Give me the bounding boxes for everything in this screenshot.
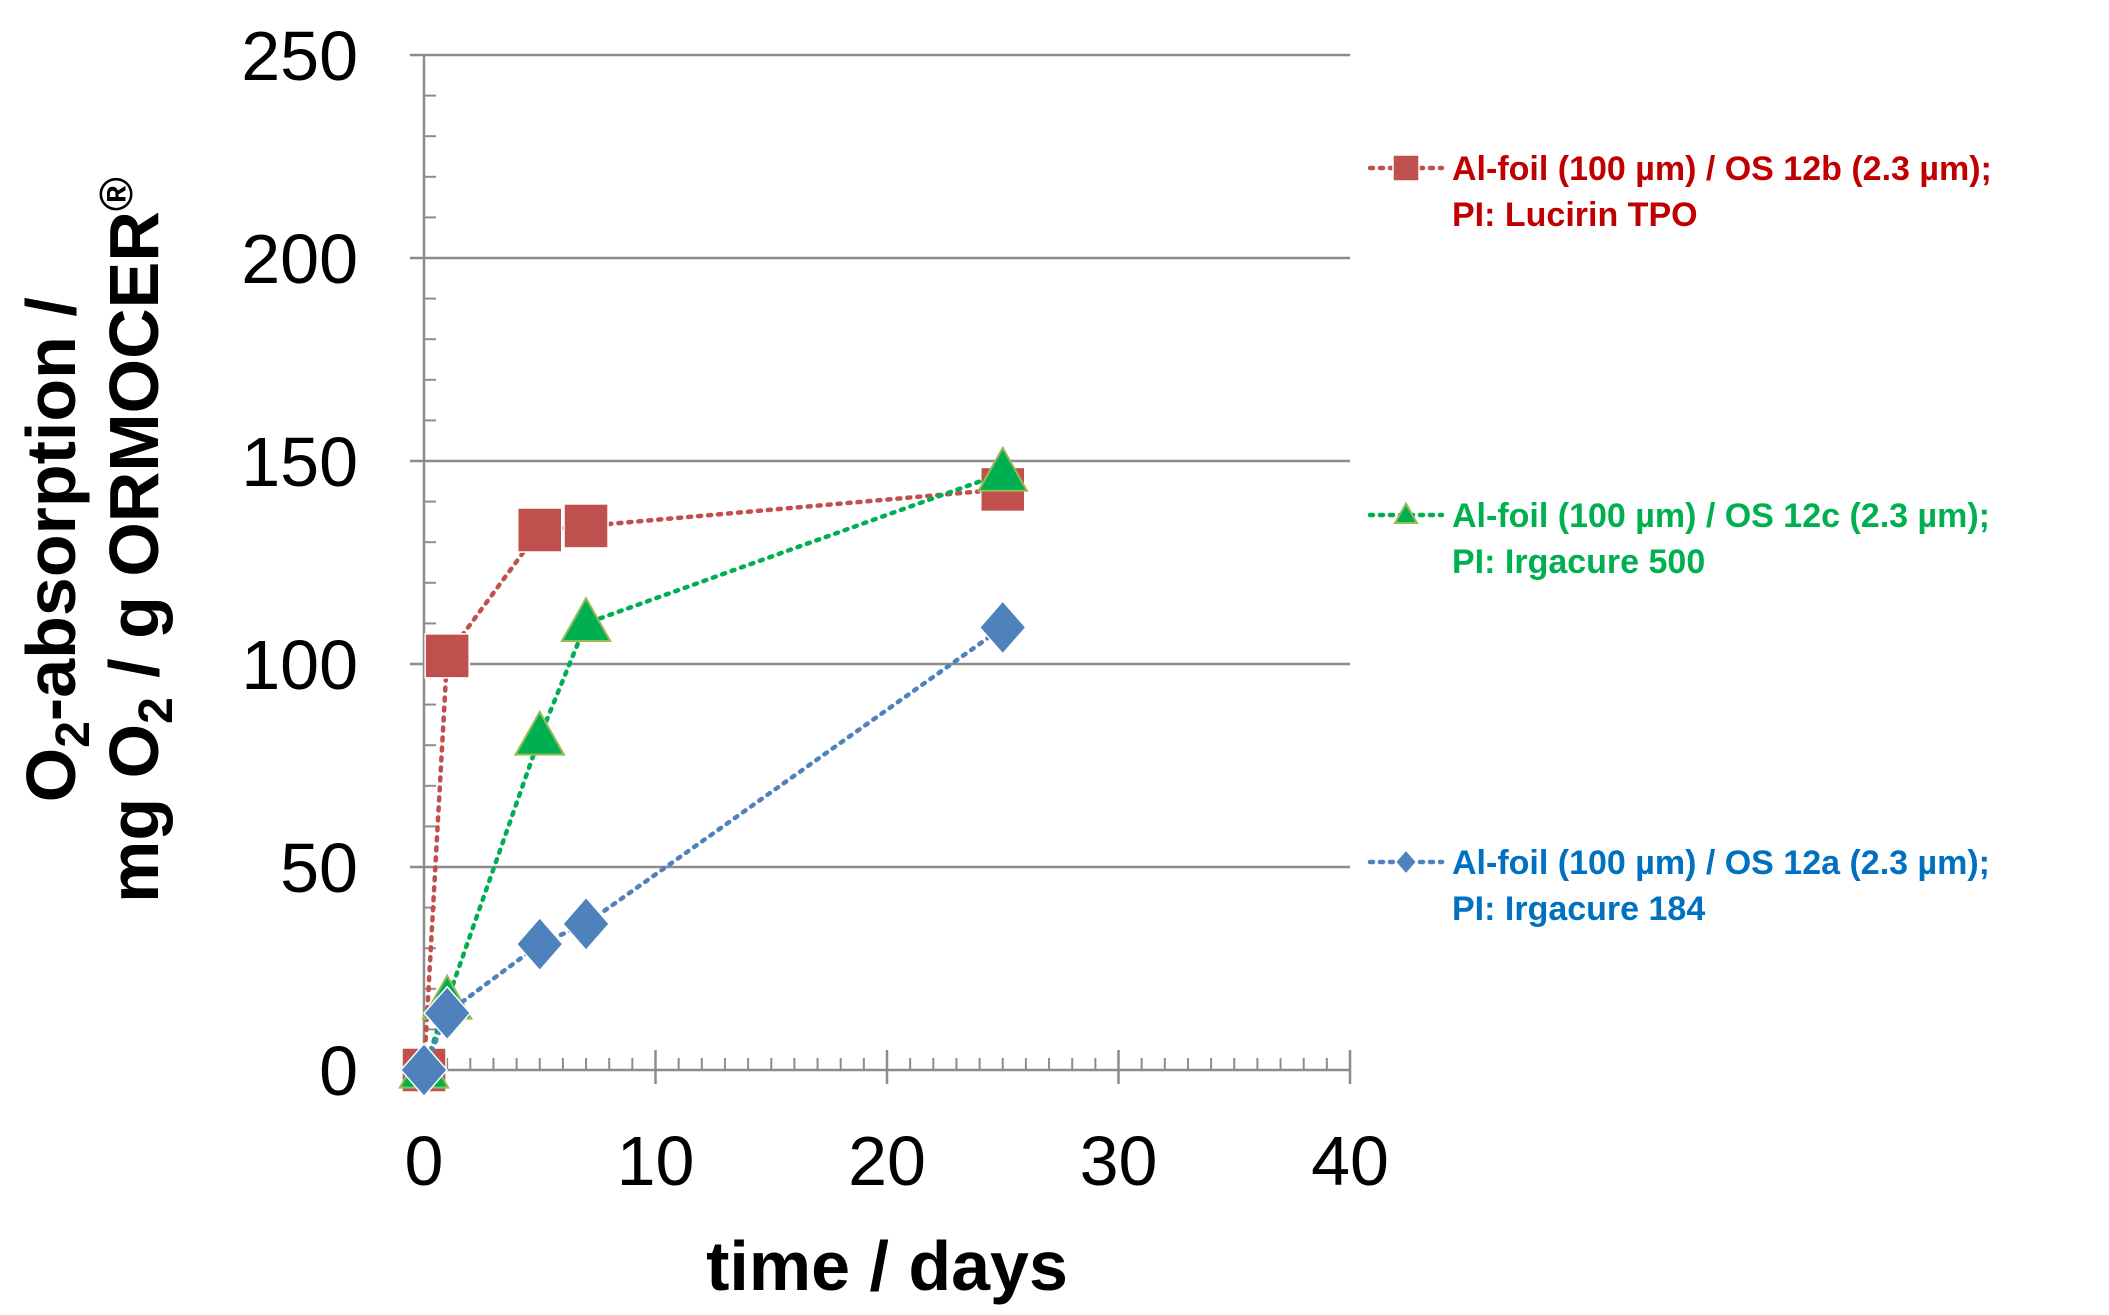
series-line [421, 625, 1005, 1073]
legend-label-line2: PI: Irgacure 184 [1452, 890, 1705, 928]
x-tick-label: 10 [617, 1122, 695, 1200]
data-point-diamond [978, 599, 1027, 655]
x-tick-label: 0 [405, 1122, 444, 1200]
legend-label-line2: PI: Lucirin TPO [1452, 196, 1698, 234]
data-point-square [1392, 154, 1420, 182]
legend-item-diamond: Al-foil (100 µm) / OS 12a (2.3 µm); PI: I… [1367, 844, 1990, 928]
series-square [401, 466, 1026, 1093]
data-point-square [424, 633, 470, 679]
gridlines [424, 53, 1350, 869]
y-tick-label: 150 [241, 423, 358, 501]
data-point-square [517, 507, 563, 553]
axes: 0 50 100 150 200 250 0 10 20 30 40 [241, 17, 1389, 1200]
series-triangle [398, 445, 1029, 1089]
legend-label: Al-foil (100 µm) / OS 12c (2.3 µm); [1452, 497, 1990, 535]
y-tick-label: 200 [241, 220, 358, 298]
y-axis-title: O2-absorption / mg O2 / g ORMOCER® [12, 177, 183, 903]
data-point-diamond [1394, 848, 1418, 876]
y-tick-label: 0 [319, 1032, 358, 1110]
data-point-diamond [515, 916, 564, 972]
data-point-diamond [423, 985, 472, 1041]
legend: Al-foil (100 µm) / OS 12b (2.3 µm); PI: L… [1367, 150, 1992, 928]
legend-item-square: Al-foil (100 µm) / OS 12b (2.3 µm); PI: L… [1367, 150, 1992, 234]
legend-label-line2: PI: Irgacure 500 [1452, 543, 1705, 581]
y-tick-label: 50 [280, 829, 358, 907]
legend-label: Al-foil (100 µm) / OS 12b (2.3 µm); [1452, 150, 1992, 188]
data-point-triangle [560, 596, 612, 642]
x-tick-label: 20 [848, 1122, 926, 1200]
legend-label: Al-foil (100 µm) / OS 12a (2.3 µm); [1452, 844, 1990, 882]
data-point-square [563, 503, 609, 549]
x-tick-label: 40 [1311, 1122, 1389, 1200]
data-point-diamond [399, 1042, 449, 1098]
data-point-triangle [976, 445, 1029, 492]
data-point-triangle [1393, 501, 1419, 524]
legend-item-triangle: Al-foil (100 µm) / OS 12c (2.3 µm); PI: I… [1367, 497, 1990, 581]
x-tick-label: 30 [1080, 1122, 1158, 1200]
series-line [421, 470, 1005, 1073]
x-axis-title: time / days [706, 1227, 1068, 1305]
y-tick-label: 250 [241, 17, 358, 95]
series-diamond [399, 599, 1027, 1098]
y-tick-label: 100 [241, 626, 358, 704]
data-point-triangle [513, 709, 566, 756]
data-point-diamond [561, 896, 611, 952]
series-layer [398, 445, 1029, 1098]
